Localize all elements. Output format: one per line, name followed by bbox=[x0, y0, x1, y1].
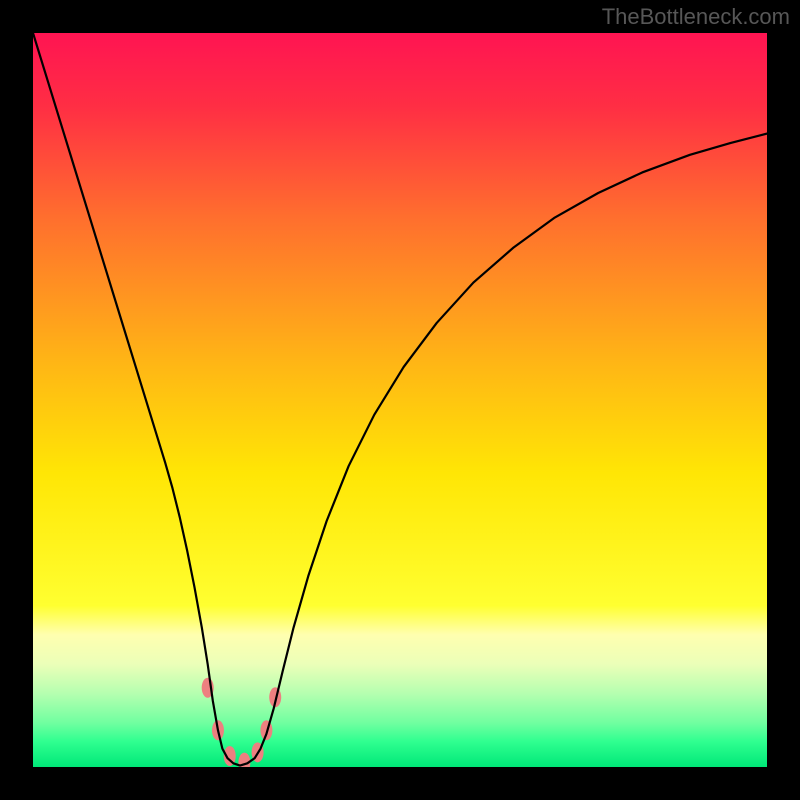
watermark-text: TheBottleneck.com bbox=[602, 4, 790, 30]
bottleneck-chart bbox=[0, 0, 800, 800]
chart-plot-background bbox=[33, 33, 767, 767]
